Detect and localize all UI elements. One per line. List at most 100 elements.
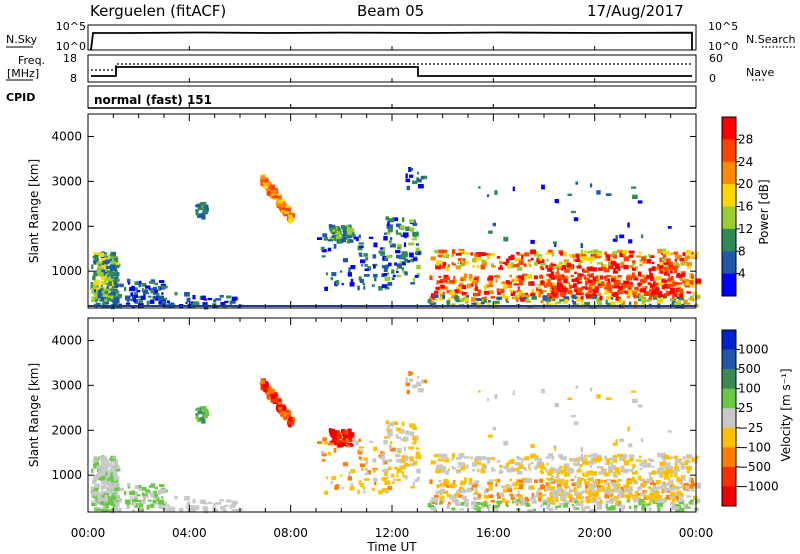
range-cell xyxy=(460,258,464,263)
range-cell xyxy=(455,299,461,303)
range-cell xyxy=(125,302,131,305)
range-cell xyxy=(517,266,523,271)
range-cell xyxy=(348,432,355,436)
range-cell xyxy=(559,455,564,460)
range-cell xyxy=(607,482,610,487)
range-cell xyxy=(341,429,345,434)
range-cell xyxy=(591,288,595,292)
range-cell xyxy=(114,487,120,492)
range-cell xyxy=(213,299,217,303)
colorbar-tick-label: 12 xyxy=(738,222,753,236)
range-cell xyxy=(632,496,637,502)
range-cell xyxy=(454,289,459,293)
nsearch-label: N.Search xyxy=(746,33,796,46)
range-cell xyxy=(104,463,110,467)
range-cell xyxy=(617,479,622,482)
range-cell xyxy=(617,290,623,295)
range-cell xyxy=(430,460,436,465)
range-cell xyxy=(685,485,690,490)
range-cell xyxy=(387,282,393,286)
range-cell xyxy=(667,226,672,229)
range-cell xyxy=(167,504,170,508)
range-cell xyxy=(585,283,588,288)
beam-label: Beam 05 xyxy=(357,2,424,20)
range-cell xyxy=(590,295,596,298)
range-cell xyxy=(133,297,137,303)
range-cell xyxy=(670,252,673,255)
range-cell xyxy=(496,274,501,279)
range-cell xyxy=(387,476,389,479)
range-cell xyxy=(511,296,515,300)
range-cell xyxy=(505,262,508,266)
range-cell xyxy=(456,286,462,290)
range-cell xyxy=(618,490,623,494)
range-cell xyxy=(674,282,679,285)
range-cell xyxy=(576,469,582,473)
range-cell xyxy=(438,479,442,482)
nsearch-tick-top: 10^5 xyxy=(708,20,738,33)
range-cell xyxy=(649,271,652,276)
range-cell xyxy=(658,281,664,286)
range-cell xyxy=(664,498,667,501)
range-cell xyxy=(656,287,659,292)
range-cell xyxy=(563,278,568,283)
range-cell xyxy=(583,478,587,484)
range-cell xyxy=(195,415,199,419)
range-cell xyxy=(508,460,514,464)
range-cell xyxy=(511,500,515,504)
range-cell xyxy=(327,443,334,446)
range-cell xyxy=(521,458,524,464)
range-cell xyxy=(96,473,102,478)
range-cell xyxy=(569,458,574,462)
range-cell xyxy=(263,389,267,392)
range-cell xyxy=(536,461,541,466)
range-cell xyxy=(409,219,415,224)
range-cell xyxy=(112,252,117,255)
range-cell xyxy=(383,247,386,252)
velocity-heatmap xyxy=(90,371,702,514)
range-cell xyxy=(512,278,518,283)
range-cell xyxy=(115,467,121,472)
range-cell xyxy=(511,279,514,282)
range-cell xyxy=(436,484,439,489)
range-cell xyxy=(149,299,155,304)
range-cell xyxy=(645,489,648,494)
range-cell xyxy=(610,278,616,283)
range-cell xyxy=(498,471,504,474)
range-cell xyxy=(480,505,485,509)
range-cell xyxy=(392,274,396,278)
range-cell xyxy=(394,262,397,266)
range-cell xyxy=(535,260,541,265)
range-cell xyxy=(109,482,115,488)
range-cell xyxy=(415,451,420,456)
range-cell xyxy=(416,272,420,277)
range-cell xyxy=(615,235,618,240)
range-cell xyxy=(686,250,693,254)
range-cell xyxy=(546,258,549,262)
range-cell xyxy=(92,459,98,463)
range-cell xyxy=(575,498,578,502)
range-cell xyxy=(663,250,669,256)
range-cell xyxy=(414,479,419,482)
range-cell xyxy=(470,456,473,460)
range-cell xyxy=(96,261,102,265)
range-cell xyxy=(580,296,584,300)
range-cell xyxy=(578,477,584,481)
range-cell xyxy=(550,282,556,286)
range-cell xyxy=(539,478,544,483)
range-cell xyxy=(385,420,390,425)
range-cell xyxy=(212,509,219,512)
range-cell xyxy=(130,496,134,501)
range-cell xyxy=(648,298,652,301)
range-cell xyxy=(596,297,602,302)
range-cell xyxy=(100,281,107,286)
range-cell xyxy=(399,225,405,229)
range-cell xyxy=(161,496,164,499)
power-colorbar-label: Power [dB] xyxy=(757,179,771,244)
range-cell xyxy=(499,468,503,472)
range-cell xyxy=(688,280,694,285)
range-cell xyxy=(93,298,99,302)
range-cell xyxy=(607,461,611,466)
range-cell xyxy=(589,286,593,290)
range-cell xyxy=(324,490,328,495)
